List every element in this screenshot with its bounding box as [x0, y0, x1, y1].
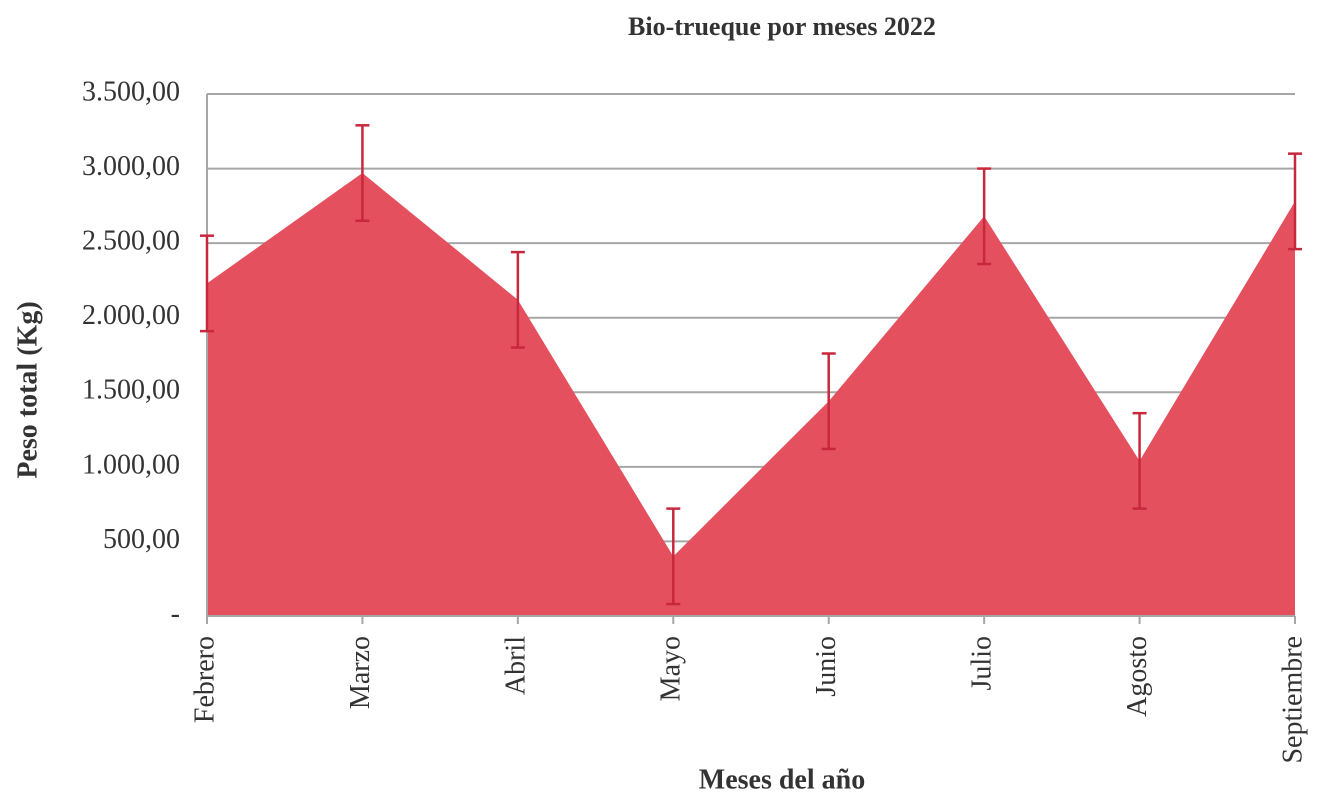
x-tick-label: Septiembre	[1277, 636, 1308, 764]
y-tick-label: 2.500,00	[82, 226, 180, 257]
x-tick-label: Julio	[967, 636, 998, 690]
y-tick-label: 3.000,00	[82, 151, 180, 182]
y-tick-label: 3.500,00	[82, 76, 180, 107]
y-tick-label: -	[171, 598, 180, 629]
y-axis-label: Peso total (Kg)	[12, 301, 43, 478]
error-bar	[1132, 411, 1147, 510]
error-bar	[1288, 152, 1302, 251]
error-bar	[200, 234, 214, 333]
x-axis-label: Meses del año	[699, 764, 865, 795]
y-tick-label: 500,00	[103, 524, 180, 555]
error-bar	[977, 167, 992, 266]
x-tick-label: Febrero	[189, 636, 220, 723]
chart-title: Bio-trueque por meses 2022	[628, 12, 936, 41]
y-tick-label: 1.500,00	[82, 375, 180, 406]
x-tick-label: Abril	[500, 636, 531, 695]
x-tick-label: Junio	[811, 636, 842, 697]
x-tick-label: Marzo	[345, 636, 376, 709]
area	[207, 173, 1295, 616]
error-bar	[666, 507, 681, 606]
error-bar	[821, 352, 836, 451]
y-tick-label: 1.000,00	[82, 449, 180, 480]
error-bar	[355, 124, 370, 223]
error-bar	[510, 250, 525, 349]
y-tick-label: 2.000,00	[82, 300, 180, 331]
x-tick-label: Agosto	[1122, 636, 1153, 717]
x-tick-label: Mayo	[656, 636, 687, 701]
